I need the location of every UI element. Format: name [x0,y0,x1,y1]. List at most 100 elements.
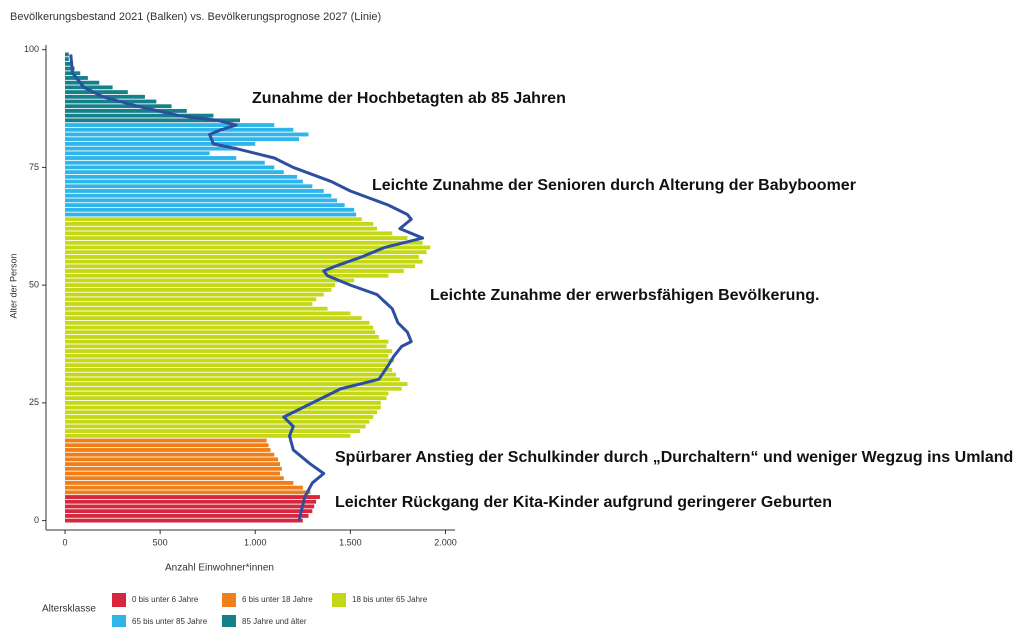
bar [65,476,284,481]
bar [65,156,237,160]
legend-swatch [332,593,346,607]
bar [65,287,332,292]
legend-label: 65 bis unter 85 Jahre [132,617,208,626]
bar [65,217,362,222]
bar [65,207,355,212]
x-tick-label: 0 [63,537,68,547]
bar [65,132,309,137]
bar [65,151,210,156]
bar [65,433,351,438]
chart-title: Bevölkerungsbestand 2021 (Balken) vs. Be… [10,11,381,23]
y-tick-label: 0 [34,515,39,525]
legend-label: 18 bis unter 65 Jahre [352,595,428,604]
bar [65,382,408,386]
bar [65,316,362,321]
y-axis-label: Alter der Person [8,253,18,318]
bar [65,485,303,490]
bar [65,137,300,142]
y-tick-label: 50 [29,280,39,290]
bar [65,415,374,419]
annotation: Zunahme der Hochbetagten ab 85 Jahren [252,90,566,107]
bar [65,278,355,283]
legend-swatch [222,593,236,607]
bar [65,330,376,335]
bar [65,410,378,415]
legend-title: Altersklasse [42,604,96,615]
bar [65,160,265,165]
bar [65,353,389,358]
forecast-line [69,54,425,521]
bar [65,104,172,109]
bar [65,499,317,504]
bar [65,113,214,118]
bar [65,99,157,104]
y-tick-label: 75 [29,162,39,172]
bar [65,504,315,509]
bar [65,358,395,363]
bar [65,302,313,306]
bar [65,377,400,382]
bar [65,297,317,302]
bar [65,349,393,353]
bar [65,335,379,339]
bar [65,264,416,269]
bar [65,363,389,368]
bar [65,61,71,66]
bar [65,222,374,226]
bar [65,443,269,448]
bar [65,254,419,259]
bar [65,372,397,377]
bar [65,419,370,424]
bar [65,513,309,518]
bar [65,240,423,245]
bar [65,189,324,193]
bar [65,57,69,62]
bar [65,339,389,344]
bar [65,405,381,410]
bar [65,245,431,250]
x-axis-label: Anzahl Einwohner*innen [165,563,274,574]
bar [65,146,237,151]
bar [65,198,338,203]
bar [65,165,275,170]
annotation: Spürbarer Anstieg der Schulkinder durch … [335,449,1013,466]
bar [65,283,336,288]
bar [65,184,313,189]
bar [65,457,279,462]
bar [65,85,113,90]
bar [65,292,324,297]
bar [65,480,294,485]
bar [65,452,275,457]
bar [65,424,366,429]
legend-swatch [112,593,126,607]
bar [65,438,267,443]
bar [65,495,320,499]
y-tick-label: 100 [24,44,39,54]
bar [65,448,271,452]
bar [65,179,303,184]
legend-swatch [112,615,126,627]
annotation: Leichte Zunahme der Senioren durch Alter… [372,177,856,194]
y-tick-label: 25 [29,397,39,407]
legend-label: 0 bis unter 6 Jahre [132,595,199,604]
legend-label: 85 Jahre und älter [242,617,307,626]
bar [65,212,357,217]
bar [65,141,256,146]
bar [65,400,381,405]
bar [65,250,427,255]
bar [65,123,275,127]
bar [65,118,241,123]
bar [65,518,303,523]
bar [65,170,284,175]
bar [65,236,408,240]
legend-label: 6 bis unter 18 Jahre [242,595,313,604]
x-tick-label: 1.000 [244,537,267,547]
bar [65,193,332,198]
bar [65,466,282,471]
bar [65,174,298,179]
bar [65,108,187,113]
x-tick-label: 1.500 [339,537,362,547]
bar [65,391,389,396]
bar [65,66,75,71]
bar [65,306,328,311]
